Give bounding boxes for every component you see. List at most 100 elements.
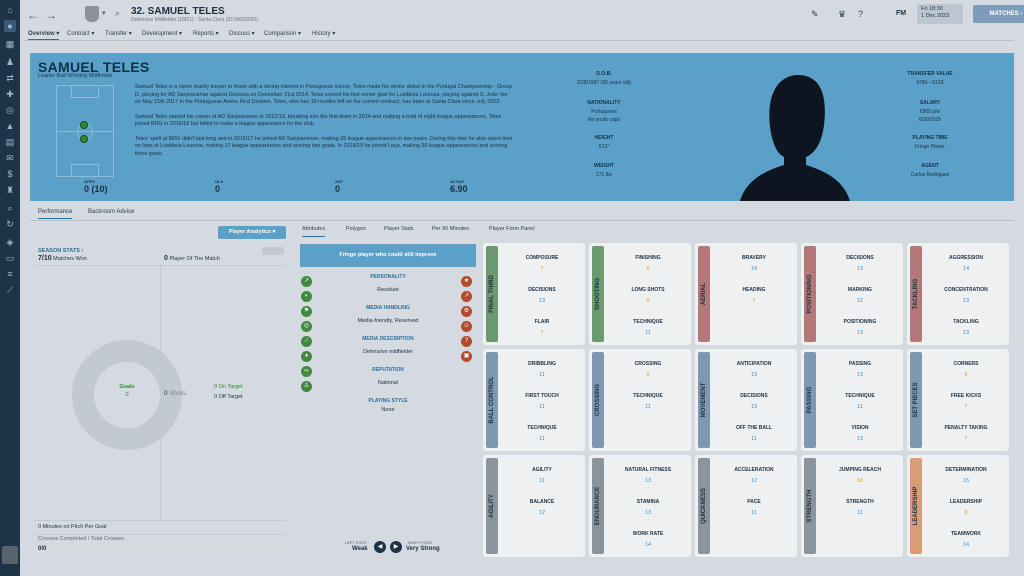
trait-icon[interactable]: ◐ <box>301 291 312 302</box>
home-icon[interactable]: ⌂ <box>7 5 13 15</box>
attribute-item[interactable]: STRENGTH 11 <box>817 499 903 516</box>
stadium-icon[interactable]: ▭ <box>5 253 15 263</box>
trait-icon[interactable]: ⚑ <box>301 306 312 317</box>
search-player-icon[interactable]: ⌕ <box>115 8 121 18</box>
tab-comparison[interactable]: Comparison ▾ <box>264 31 302 37</box>
tab-development[interactable]: Development ▾ <box>142 31 183 37</box>
staff-icon[interactable]: ♟ <box>5 57 15 67</box>
attribute-item[interactable]: BALANCE 12 <box>499 499 585 516</box>
back-arrow-icon[interactable]: ← <box>27 8 39 22</box>
attribute-item[interactable]: POSITIONING 13 <box>817 319 903 336</box>
trait-icon[interactable]: ▣ <box>461 351 472 362</box>
attribute-item[interactable]: LEADERSHIP 9 <box>923 499 1009 516</box>
target-icon[interactable]: ◎ <box>301 321 312 332</box>
attribute-item[interactable]: AGGRESSION 14 <box>923 255 1009 272</box>
medical-icon[interactable]: ✚ <box>6 89 14 99</box>
attribute-item[interactable]: JUMPING REACH 10 <box>817 467 903 484</box>
attribute-item[interactable]: DETERMINATION 15 <box>923 467 1009 484</box>
attribute-item[interactable]: TEAMWORK 14 <box>923 531 1009 548</box>
tab-performance[interactable]: Performance <box>38 209 73 219</box>
trait-icon[interactable]: ☺ <box>461 321 472 332</box>
date-box[interactable]: Fri 18:30 1 Dec 2023 <box>917 4 963 24</box>
attribute-item[interactable]: PACE 11 <box>711 499 797 516</box>
tactics-icon[interactable]: ▦ <box>5 39 15 49</box>
world-icon[interactable]: ≡ <box>7 269 13 279</box>
forward-arrow-icon[interactable]: → <box>45 8 57 22</box>
attribute-item[interactable]: AGILITY 11 <box>499 467 585 484</box>
attribute-item[interactable]: PENALTY TAKING 7 <box>923 425 1009 442</box>
attribute-item[interactable]: TECHNIQUE 11 <box>605 393 691 410</box>
attribute-item[interactable]: PASSING 13 <box>817 361 903 378</box>
attribute-item[interactable]: NATURAL FITNESS 13 <box>605 467 691 484</box>
attribute-item[interactable]: ANTICIPATION 13 <box>711 361 797 378</box>
attribute-item[interactable]: HEADING 7 <box>711 287 797 304</box>
attribute-item[interactable]: COMPOSURE 7 <box>499 255 585 272</box>
attribute-item[interactable]: WORK RATE 14 <box>605 531 691 548</box>
squad-icon[interactable]: ● <box>4 20 16 32</box>
trait-icon[interactable]: ↗ <box>301 276 312 287</box>
attribute-item[interactable]: TECHNIQUE 11 <box>605 319 691 336</box>
attribute-item[interactable]: FINISHING 6 <box>605 255 691 272</box>
attribute-item[interactable]: STAMINA 13 <box>605 499 691 516</box>
attribute-item[interactable]: FREE KICKS 7 <box>923 393 1009 410</box>
trait-icon[interactable]: ? <box>461 336 472 347</box>
star-icon[interactable]: ★ <box>461 276 472 287</box>
tab-backroom-advice[interactable]: Backroom Advice <box>88 209 135 215</box>
attribute-item[interactable]: CORNERS 6 <box>923 361 1009 378</box>
help-icon[interactable]: ? <box>858 9 864 19</box>
attribute-item[interactable]: TACKLING 13 <box>923 319 1009 336</box>
attribute-item[interactable]: FIRST TOUCH 11 <box>499 393 585 410</box>
player-analytics-dropdown[interactable]: Player Analytics ▾ <box>218 226 286 239</box>
refresh-icon[interactable]: ↻ <box>6 219 14 229</box>
season-stats-link[interactable]: SEASON STATS › <box>38 248 84 254</box>
attribute-item[interactable]: TECHNIQUE 11 <box>817 393 903 410</box>
tab-polygon[interactable]: Polygon <box>346 226 366 232</box>
attribute-item[interactable]: FLAIR 7 <box>499 319 585 336</box>
attribute-item[interactable]: DECISIONS 13 <box>711 393 797 410</box>
attribute-item[interactable]: VISION 13 <box>817 425 903 442</box>
attribute-item[interactable]: OFF THE BALL 11 <box>711 425 797 442</box>
dynamics-icon[interactable]: ⇄ <box>6 73 14 83</box>
attribute-item[interactable]: DRIBBLING 11 <box>499 361 585 378</box>
attribute-item[interactable]: LONG SHOTS 9 <box>605 287 691 304</box>
edit-icon[interactable]: ✎ <box>811 9 819 19</box>
tab-transfer[interactable]: Transfer ▾ <box>105 31 132 37</box>
shield-icon[interactable]: ♦ <box>301 351 312 362</box>
attribute-item[interactable]: DECISIONS 13 <box>817 255 903 272</box>
training-icon[interactable]: ▲ <box>5 121 15 131</box>
trait-icon[interactable]: ⚙ <box>461 306 472 317</box>
chevron-down-icon[interactable]: ▾ <box>102 10 106 17</box>
tab-discuss[interactable]: Discuss ▾ <box>229 31 255 37</box>
search-icon[interactable]: ⌕ <box>7 203 13 213</box>
attribute-item[interactable]: CONCENTRATION 13 <box>923 287 1009 304</box>
trend-icon[interactable]: ↗ <box>461 291 472 302</box>
attribute-item[interactable]: ACCELERATION 12 <box>711 467 797 484</box>
tab-history[interactable]: History ▾ <box>312 31 336 37</box>
trophy-icon[interactable]: ♛ <box>838 9 847 19</box>
more-icon[interactable]: ⟋ <box>6 285 14 295</box>
inbox-icon[interactable]: ✉ <box>6 153 14 163</box>
tab-overview[interactable]: Overview ▾ <box>28 30 60 40</box>
attribute-item[interactable]: TECHNIQUE 11 <box>499 425 585 442</box>
tab-player-stats[interactable]: Player Stats <box>384 226 414 232</box>
tab-contract[interactable]: Contract ▾ <box>67 31 95 37</box>
attribute-item[interactable]: DECISIONS 13 <box>499 287 585 304</box>
tab-player-form[interactable]: Player Form Panel <box>489 226 535 232</box>
attribute-item[interactable]: BRAVERY 14 <box>711 255 797 272</box>
trait-icon[interactable]: ♙ <box>301 381 312 392</box>
club-icon[interactable]: ◈ <box>6 237 14 247</box>
trait-icon[interactable]: ∞ <box>301 366 312 377</box>
scouting-icon[interactable]: ◎ <box>6 105 14 115</box>
trophy-icon[interactable]: ♜ <box>5 185 15 195</box>
filter-dropdown[interactable] <box>262 247 284 255</box>
club-badge-icon[interactable] <box>2 546 18 564</box>
matches-button[interactable]: MATCHES › <box>973 5 1024 23</box>
tab-attributes[interactable]: Attributes <box>302 226 326 237</box>
tab-per-90[interactable]: Per 90 Minutes <box>432 226 469 232</box>
tab-reports[interactable]: Reports ▾ <box>193 31 219 37</box>
attribute-item[interactable]: CROSSING 6 <box>605 361 691 378</box>
calendar-icon[interactable]: ▤ <box>5 137 15 147</box>
finance-icon[interactable]: $ <box>7 169 13 179</box>
attribute-item[interactable]: MARKING 12 <box>817 287 903 304</box>
trait-icon[interactable]: ⟋ <box>301 336 312 347</box>
